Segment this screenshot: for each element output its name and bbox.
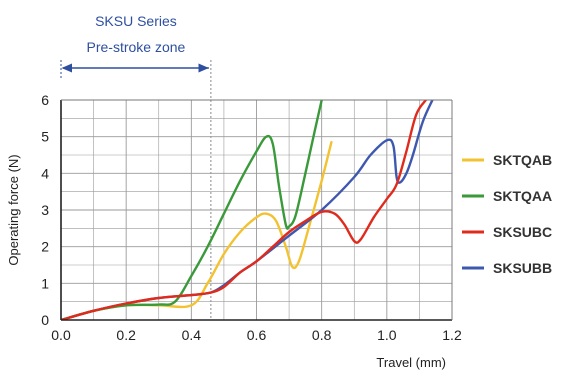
x-tick-label: 1.2 (442, 327, 462, 343)
y-tick-label: 0 (41, 312, 49, 328)
plot-axes (60, 99, 453, 321)
x-tick-label: 0.8 (312, 327, 332, 343)
legend-label-sktqaa: SKTQAA (493, 188, 552, 204)
y-tick-label: 4 (41, 165, 49, 181)
plot-grid (60, 99, 453, 321)
legend: SKTQAB SKTQAA SKSUBC SKSUBB (462, 152, 552, 276)
x-tick-label: 0.4 (182, 327, 202, 343)
series-line-sktqaa (61, 100, 323, 320)
y-tick-label: 6 (41, 92, 49, 108)
x-tick-label: 0.2 (116, 327, 136, 343)
legend-label-sksubc: SKSUBC (493, 224, 552, 240)
x-tick-label: 0.0 (51, 327, 71, 343)
pre-stroke-annotation: SKSU Series Pre-stroke zone (60, 13, 212, 320)
annotation-title: SKSU Series (95, 13, 177, 29)
y-tick-label: 1 (41, 275, 49, 291)
tick-labels: 0.0 0.2 0.4 0.6 0.8 1.0 1.2 0 1 2 3 4 5 6 (41, 92, 462, 343)
legend-label-sksubb: SKSUBB (493, 260, 552, 276)
y-axis-label: Operating force (N) (6, 154, 21, 265)
series-layer (61, 100, 434, 320)
x-tick-label: 0.6 (247, 327, 267, 343)
x-axis-label: Travel (mm) (376, 355, 446, 370)
series-line-sksubc (61, 100, 428, 320)
y-tick-label: 2 (41, 239, 49, 255)
legend-label-sktqab: SKTQAB (493, 152, 552, 168)
annotation-subtitle: Pre-stroke zone (87, 39, 186, 55)
x-tick-label: 1.0 (377, 327, 397, 343)
y-tick-label: 3 (41, 202, 49, 218)
y-tick-label: 5 (41, 129, 49, 145)
